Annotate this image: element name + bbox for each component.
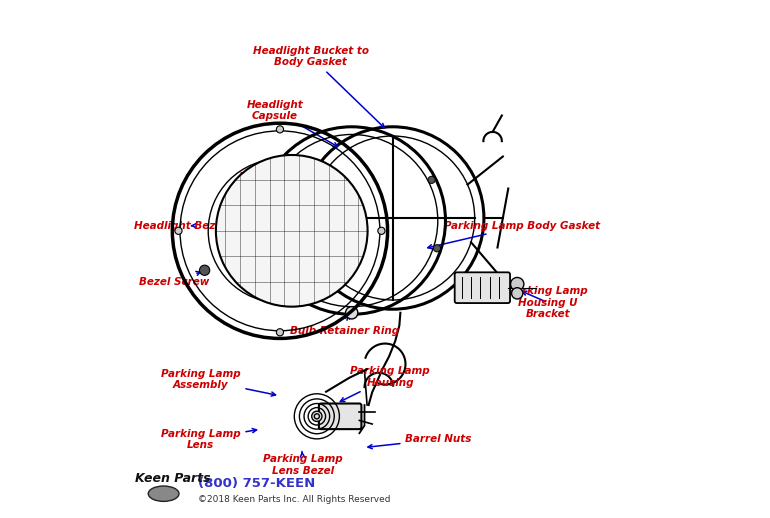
Circle shape xyxy=(511,278,524,291)
FancyBboxPatch shape xyxy=(319,404,361,429)
Text: Headlight: Headlight xyxy=(239,172,306,192)
Circle shape xyxy=(312,411,322,422)
Circle shape xyxy=(199,265,209,276)
Text: Headlight Bucket to
Body Gasket: Headlight Bucket to Body Gasket xyxy=(253,46,384,128)
Text: Headlight Bezel Ring: Headlight Bezel Ring xyxy=(134,221,256,231)
Circle shape xyxy=(314,414,320,419)
Circle shape xyxy=(175,227,182,235)
Text: Barrel Nuts: Barrel Nuts xyxy=(368,435,472,449)
Text: Parking Lamp
Lens Bezel: Parking Lamp Lens Bezel xyxy=(263,451,343,476)
Text: ©2018 Keen Parts Inc. All Rights Reserved: ©2018 Keen Parts Inc. All Rights Reserve… xyxy=(198,495,390,505)
Text: Parking Lamp
Assembly: Parking Lamp Assembly xyxy=(161,369,276,396)
Text: Bezel Screw: Bezel Screw xyxy=(139,271,209,287)
Text: Keen Parts: Keen Parts xyxy=(135,472,210,485)
Text: Parking Lamp Body Gasket: Parking Lamp Body Gasket xyxy=(428,221,600,249)
Text: Parking Lamp
Housing: Parking Lamp Housing xyxy=(340,366,430,401)
Circle shape xyxy=(276,126,283,133)
Text: Parking Lamp
Lens: Parking Lamp Lens xyxy=(161,428,256,450)
Circle shape xyxy=(263,244,270,252)
Text: Headlight
Capsule: Headlight Capsule xyxy=(246,99,337,147)
Circle shape xyxy=(511,287,523,299)
FancyBboxPatch shape xyxy=(455,272,510,303)
Text: Bulb Retainer Ring: Bulb Retainer Ring xyxy=(290,314,400,336)
Circle shape xyxy=(378,227,385,235)
Circle shape xyxy=(428,176,435,183)
Circle shape xyxy=(268,176,276,183)
Text: (800) 757-KEEN: (800) 757-KEEN xyxy=(198,477,315,490)
Circle shape xyxy=(276,329,283,336)
Circle shape xyxy=(346,307,358,319)
Circle shape xyxy=(434,244,440,252)
Ellipse shape xyxy=(149,486,179,501)
Circle shape xyxy=(216,155,367,307)
Text: Parking Lamp
Housing U
Bracket: Parking Lamp Housing U Bracket xyxy=(508,286,588,319)
